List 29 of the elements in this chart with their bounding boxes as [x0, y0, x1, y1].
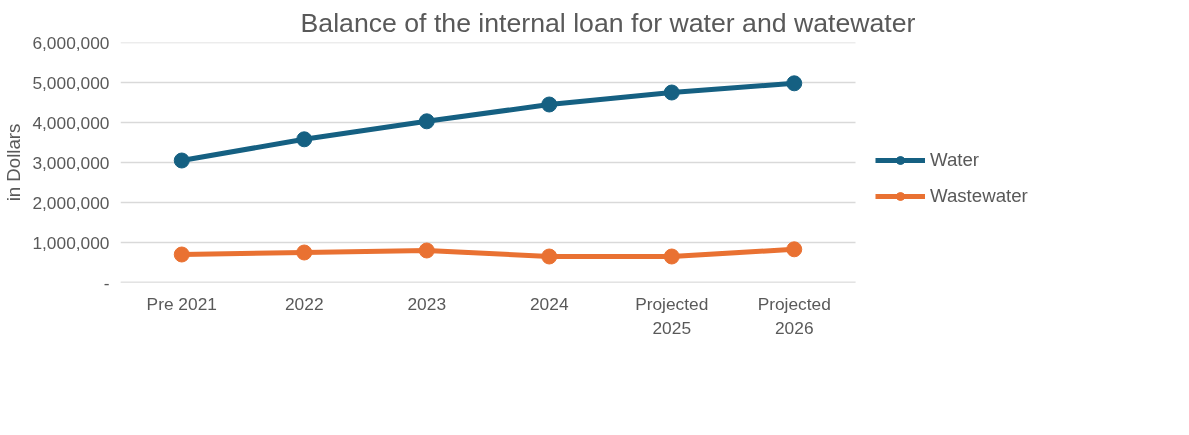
x-tick-label: 2022 [284, 293, 324, 314]
point [541, 248, 558, 265]
point [296, 244, 313, 261]
y-tick-label: 5,000,000 [32, 72, 110, 93]
y-tick-label: 6,000,000 [32, 32, 110, 53]
y-tick-label: 4,000,000 [32, 112, 110, 133]
point [296, 131, 313, 148]
point [663, 84, 680, 101]
point [541, 96, 558, 113]
y-tick-label: - [103, 272, 110, 293]
point [173, 152, 190, 169]
point [786, 241, 803, 258]
point [173, 246, 190, 263]
x-tick-label: Pre 2021 [146, 293, 217, 314]
x-tick-label: 2024 [529, 293, 569, 314]
y-tick-label: 1,000,000 [32, 232, 110, 253]
x-tick-label: Projected 2025 [635, 293, 709, 338]
point [418, 113, 435, 130]
chart-title: Balance of the internal loan for water and watewater [300, 7, 916, 38]
legend-label: Wastewater [930, 185, 1028, 207]
y-axis-title: in Dollars [3, 123, 25, 202]
point [786, 75, 803, 92]
x-tick-label: Projected 2026 [757, 293, 831, 338]
x-tick-label: 2023 [407, 293, 447, 314]
legend-label: Water [930, 149, 980, 171]
point [663, 248, 680, 265]
y-tick-label: 2,000,000 [32, 192, 110, 213]
point [418, 242, 435, 259]
y-tick-label: 3,000,000 [32, 152, 110, 173]
